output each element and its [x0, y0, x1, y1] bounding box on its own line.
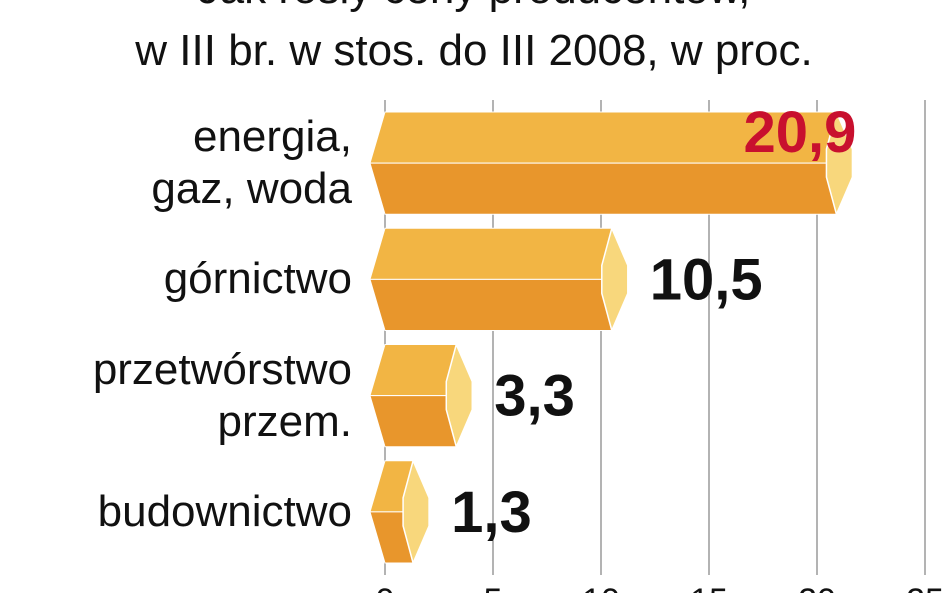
- bar-bottom: [369, 278, 613, 331]
- y-tick-label: budownictwo: [97, 486, 352, 536]
- x-tick-label: 20: [798, 582, 836, 593]
- x-tick-label: 5: [484, 582, 503, 593]
- bar: [369, 109, 854, 217]
- x-tick-label: 10: [582, 582, 620, 593]
- y-tick-label: przetwórstwo przem.: [92, 344, 352, 446]
- bar-cap: [825, 109, 854, 217]
- bar: [369, 458, 430, 566]
- bar-top: [369, 344, 457, 397]
- bar-cap: [601, 225, 629, 333]
- y-tick-label: energia, gaz, woda: [151, 112, 352, 214]
- y-tick-label: górnictwo: [163, 254, 352, 304]
- x-tick-label: 15: [690, 582, 728, 593]
- bar-top: [369, 227, 613, 280]
- x-tick-label: 25: [906, 582, 944, 593]
- chart-subtitle: w III br. w stos. do III 2008, w proc.: [135, 26, 813, 75]
- bar-cap: [402, 458, 430, 566]
- bar-bottom: [369, 162, 837, 215]
- chart-title: Jak rosły ceny producentów,: [0, 0, 948, 14]
- value-label: 10,5: [650, 247, 763, 312]
- value-label: 3,3: [494, 364, 575, 429]
- value-label: 1,3: [451, 480, 532, 545]
- x-tick-label: 0: [376, 582, 395, 593]
- bar: [369, 225, 629, 333]
- bar-bottom: [369, 395, 457, 448]
- bar: [369, 342, 474, 450]
- value-label: 20,9: [744, 100, 857, 165]
- bar-cap: [445, 342, 474, 450]
